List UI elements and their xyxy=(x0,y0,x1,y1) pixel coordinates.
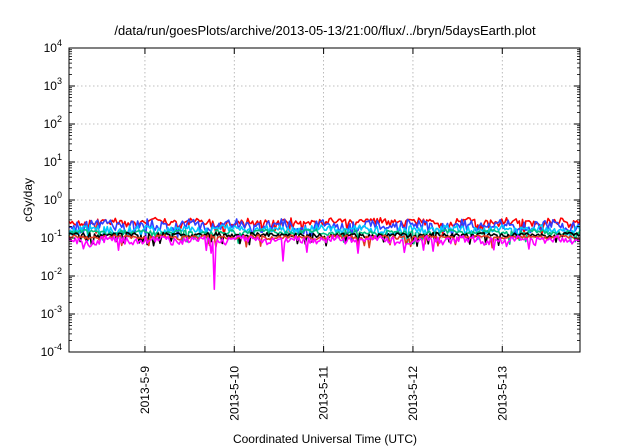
x-tick-label: 2013-5-11 xyxy=(317,366,331,420)
ticks xyxy=(69,47,580,353)
series-line-6 xyxy=(68,234,581,291)
grid xyxy=(69,48,580,352)
x-tick-label: 2013-5-9 xyxy=(138,366,152,414)
y-tick-labels: 10-4 10-3 10-2 10-1 100 101 102 103 104 xyxy=(41,38,62,359)
x-tick-label: 2013-5-10 xyxy=(227,366,241,421)
x-tick-label: 2013-5-13 xyxy=(495,366,509,421)
y-tick-label: 10-1 xyxy=(41,228,62,245)
series-line-1 xyxy=(68,218,581,241)
x-tick-label: 2013-5-12 xyxy=(406,366,420,421)
y-tick-label: 101 xyxy=(44,152,62,169)
series-layer xyxy=(68,216,581,291)
y-tick-label: 104 xyxy=(44,38,62,55)
y-tick-label: 10-4 xyxy=(41,342,62,359)
y-tick-label: 10-3 xyxy=(41,304,62,321)
y-tick-label: 100 xyxy=(44,190,62,207)
y-tick-label: 10-2 xyxy=(41,266,62,283)
x-axis-label: Coordinated Universal Time (UTC) xyxy=(233,432,417,446)
y-axis-label: cGy/day xyxy=(21,178,35,222)
y-tick-label: 103 xyxy=(44,76,62,93)
series-line-4 xyxy=(68,231,581,247)
y-tick-label: 102 xyxy=(44,114,62,131)
series-line-3 xyxy=(68,228,581,245)
chart-title: /data/run/goesPlots/archive/2013-05-13/2… xyxy=(114,23,536,38)
x-tick-labels: 2013-5-9 2013-5-10 2013-5-11 2013-5-12 2013-… xyxy=(138,366,509,421)
